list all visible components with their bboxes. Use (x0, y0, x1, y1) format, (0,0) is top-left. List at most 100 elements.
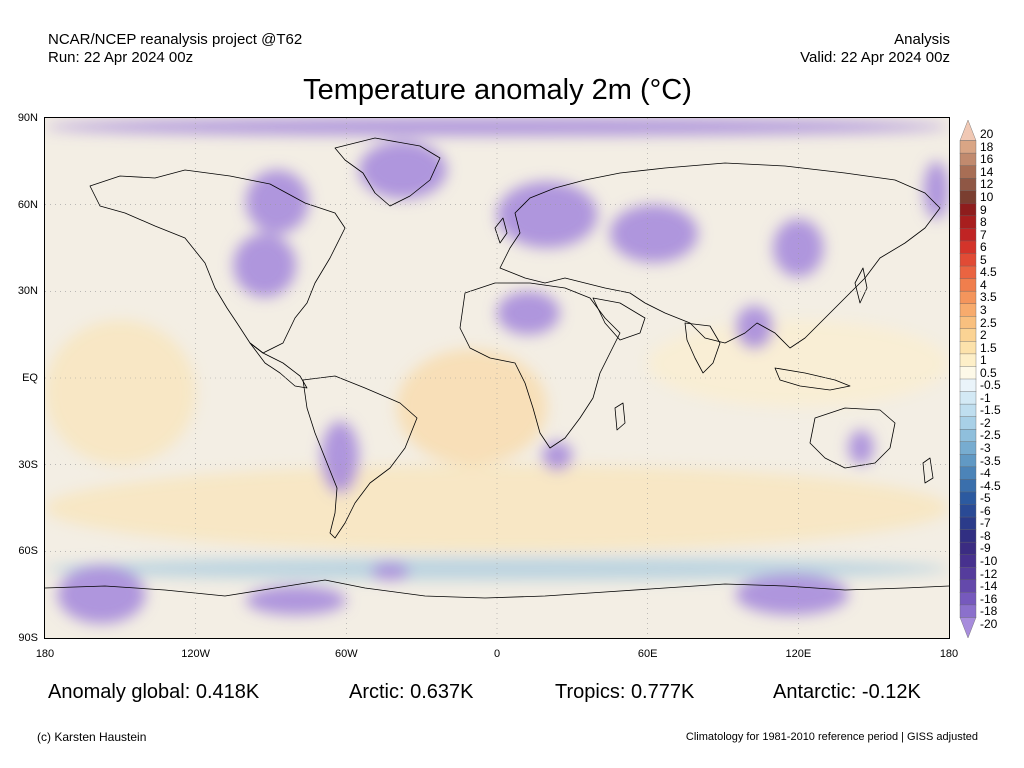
colorbar-swatch (959, 190, 977, 204)
colorbar-label: -14 (980, 579, 998, 594)
colorbar-swatch (959, 516, 977, 531)
anomaly-australia-east-cold (848, 430, 874, 465)
anomaly-sahara-warm (497, 291, 560, 335)
colorbar-label: -4.5 (980, 478, 1001, 493)
coastline-africa (459, 282, 621, 449)
climatology-note: Climatology for 1981-2010 reference peri… (685, 731, 978, 743)
lat-label-60s: 60S (18, 545, 38, 558)
colorbar-label: -5 (980, 491, 991, 506)
colorbar-swatch (959, 353, 977, 367)
anomaly-southern-africa-warm (542, 441, 573, 471)
anomaly-north-canada-cold (245, 170, 309, 234)
lat-label-90s: 90S (18, 632, 38, 644)
colorbar-label: -2 (980, 415, 991, 430)
colorbar-swatch (959, 341, 977, 355)
colorbar-swatch (959, 491, 977, 506)
colorbar-label: 6 (980, 240, 987, 255)
colorbar-label: -3 (980, 441, 991, 456)
colorbar-label: 20 (980, 127, 994, 142)
lon-label-180: 180 (939, 648, 959, 660)
coastline-british-isles (494, 217, 508, 244)
colorbar-label: 3.5 (980, 290, 997, 305)
colorbar-label: -6 (980, 503, 991, 518)
colorbar-swatch (959, 479, 977, 493)
anomaly-south-america-warm (321, 421, 359, 494)
anomaly-background (45, 320, 196, 465)
colorbar-swatch (959, 441, 977, 455)
colorbar-label: -12 (980, 566, 998, 581)
colorbar-swatch (959, 366, 977, 380)
colorbar-swatch (959, 567, 977, 581)
colorbar-label: -0.5 (980, 378, 1001, 393)
colorbar-label: 0.5 (980, 365, 997, 380)
colorbar-label: 18 (980, 139, 994, 154)
lon-label-0: 0 (493, 648, 501, 660)
colorbar-swatch (959, 391, 977, 405)
colorbar-label: 7 (980, 227, 987, 242)
colorbar (959, 119, 977, 639)
anomaly-central-asia-warm (610, 204, 698, 263)
colorbar-swatch (959, 253, 977, 267)
lat-label-30s: 30S (18, 458, 38, 471)
colorbar-label: -1.5 (980, 403, 1001, 418)
colorbar-swatch (959, 152, 977, 167)
valid-label: Valid: 22 Apr 2024 00z (800, 49, 950, 66)
colorbar-swatch (959, 290, 977, 305)
colorbar-swatch (959, 429, 977, 443)
graticule (45, 118, 949, 638)
colorbar-label: 2.5 (980, 315, 997, 330)
coastline-central-america (249, 342, 308, 389)
colorbar-label: 1.5 (980, 340, 997, 355)
colorbar-swatch (959, 178, 977, 192)
anomaly-antarctic-pacific-warm (57, 565, 146, 624)
colorbar-label: -10 (980, 553, 998, 568)
colorbar-swatch (959, 165, 977, 179)
colorbar-swatch (959, 140, 977, 154)
colorbar-label: -9 (980, 541, 991, 556)
colorbar-label: -7 (980, 516, 991, 531)
colorbar-label: -20 (980, 616, 998, 631)
lon-label-60w: 60W (335, 648, 358, 660)
colorbar-swatch (959, 203, 977, 217)
colorbar-swatch (959, 119, 977, 141)
run-label: Run: 22 Apr 2024 00z (48, 49, 194, 66)
coastline-japan (854, 267, 868, 304)
header-right: Analysis Valid: 22 Apr 2024 00z (800, 31, 950, 67)
colorbar-swatch (959, 416, 977, 430)
colorbar-label: 10 (980, 190, 994, 205)
colorbar-swatch (959, 240, 977, 254)
lon-label-180: 180 (35, 648, 55, 660)
colorbar-label: 4.5 (980, 265, 997, 280)
colorbar-label: -18 (980, 604, 998, 619)
project-label: NCAR/NCEP reanalysis project @T62 (48, 31, 303, 48)
lat-label-30n: 30N (17, 285, 38, 298)
coastline-india (684, 322, 721, 374)
colorbar-label: 3 (980, 302, 987, 317)
anomaly-antarctic-weddell-warm (371, 562, 410, 581)
colorbar-swatch (959, 228, 977, 242)
colorbar-label: -1 (980, 390, 991, 405)
map-title: Temperature anomaly 2m (°C) (303, 74, 692, 106)
credit-text: (c) Karsten Haustein (37, 730, 147, 744)
colorbar-swatch (959, 592, 977, 606)
coastline-australia (809, 407, 896, 469)
colorbar-label: 14 (980, 164, 994, 179)
colorbar-swatch (959, 529, 977, 543)
anomaly-central-north-america-cold (233, 233, 297, 298)
anomaly-europe-cold (497, 181, 598, 248)
colorbar-label: 5 (980, 252, 987, 267)
colorbar-swatch (959, 303, 977, 317)
colorbar-swatch (959, 466, 977, 480)
lon-label-60e: 60E (637, 648, 658, 660)
stat-antarctic: Antarctic: -0.12K (773, 681, 921, 703)
colorbar-label: 9 (980, 202, 987, 217)
colorbar-swatch (959, 215, 977, 229)
product-label: Analysis (894, 31, 950, 48)
colorbar-label: 4 (980, 277, 987, 292)
lon-label-120e: 120E (785, 648, 812, 660)
colorbar-swatch (959, 403, 977, 418)
lat-label-eq: EQ (22, 372, 38, 384)
header-left: NCAR/NCEP reanalysis project @T62 Run: 2… (48, 31, 302, 67)
colorbar-swatch (959, 504, 977, 518)
lat-label-90n: 90N (17, 112, 38, 124)
